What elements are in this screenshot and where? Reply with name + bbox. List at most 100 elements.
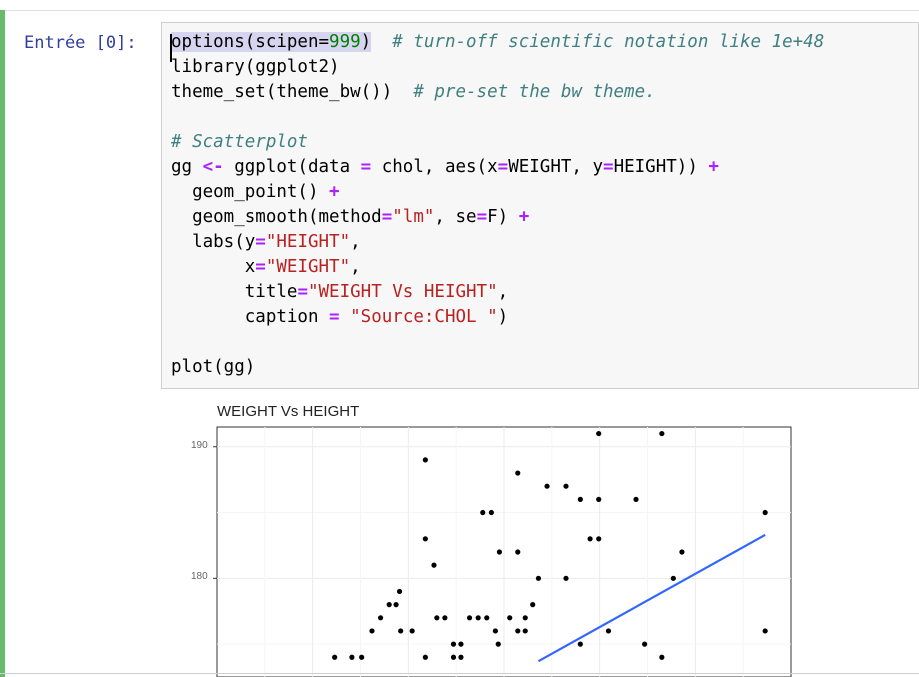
text-cursor xyxy=(170,34,172,62)
code-line: labs(y="HEIGHT", xyxy=(171,230,361,255)
code-line: x="WEIGHT", xyxy=(171,255,361,280)
data-point xyxy=(488,509,494,516)
data-point xyxy=(530,602,536,608)
code-token: <- xyxy=(202,157,224,177)
code-token: title xyxy=(171,282,298,302)
data-point xyxy=(522,628,528,634)
code-cell-editor[interactable] xyxy=(161,22,919,389)
data-point xyxy=(587,536,593,542)
code-token: ggplot(data xyxy=(223,157,361,177)
data-point xyxy=(396,588,403,595)
data-point xyxy=(596,536,602,542)
data-point xyxy=(484,615,490,621)
code-token: = xyxy=(255,257,266,277)
data-point xyxy=(369,628,375,634)
data-point xyxy=(659,430,665,437)
data-point xyxy=(422,457,428,463)
plot-panel xyxy=(216,426,792,677)
y-tick-label: 190 xyxy=(191,439,208,451)
code-token: = xyxy=(476,207,488,227)
regression-line-segment xyxy=(537,533,766,663)
code-line: theme_set(theme_bw()) # pre-set the bw t… xyxy=(171,80,656,105)
code-line: library(ggplot2) xyxy=(171,55,340,80)
code-line: # Scatterplot xyxy=(171,130,308,155)
code-line: geom_smooth(method="lm", se=F) + xyxy=(171,205,529,230)
data-point xyxy=(605,628,612,634)
data-point xyxy=(577,641,583,647)
y-axis-ticks xyxy=(213,446,217,579)
data-point xyxy=(522,615,528,621)
code-token: x xyxy=(171,257,256,277)
code-token xyxy=(340,307,351,327)
code-token: 999 xyxy=(329,32,361,52)
code-line: gg <- ggplot(data = chol, aes(x=WEIGHT, … xyxy=(171,155,719,180)
code-token: , se xyxy=(434,207,477,227)
code-token: "lm" xyxy=(392,207,435,227)
code-token: # Scatterplot xyxy=(171,132,308,152)
data-point xyxy=(434,615,440,621)
code-token: + xyxy=(708,157,719,177)
data-point xyxy=(377,615,384,621)
data-point xyxy=(515,628,521,634)
data-point xyxy=(393,602,399,608)
data-point xyxy=(563,575,569,581)
y-tick-label: 180 xyxy=(191,571,208,583)
code-token: = xyxy=(255,232,266,252)
data-point xyxy=(633,496,639,502)
data-point xyxy=(422,654,428,660)
code-token: F) xyxy=(487,207,519,227)
code-token: geom_point() xyxy=(171,182,330,202)
data-point xyxy=(386,602,392,608)
input-prompt: Entrée [0]: xyxy=(24,33,137,53)
data-point xyxy=(544,483,550,489)
code-token: WEIGHT, y xyxy=(508,157,604,177)
code-line: caption = "Source:CHOL ") xyxy=(171,305,508,330)
code-token: , xyxy=(350,232,361,252)
code-token: geom_smooth(method xyxy=(171,207,382,227)
data-point xyxy=(515,470,521,476)
data-point xyxy=(466,615,473,621)
data-point xyxy=(480,509,486,516)
code-token: theme_set(theme_bw()) xyxy=(171,82,414,102)
data-point xyxy=(563,483,569,489)
cell-top-divider xyxy=(0,10,919,11)
code-line: title="WEIGHT Vs HEIGHT", xyxy=(171,280,508,305)
code-token: library(ggplot2) xyxy=(171,57,340,77)
code-token: "Source:CHOL " xyxy=(350,307,498,327)
scatter-points xyxy=(332,430,768,660)
code-token: = xyxy=(329,307,340,327)
code-token: = xyxy=(603,157,614,177)
data-point xyxy=(359,654,365,660)
code-token: chol, aes(x xyxy=(371,157,498,177)
data-point xyxy=(495,641,501,647)
data-point xyxy=(659,654,665,660)
code-token: "WEIGHT Vs HEIGHT" xyxy=(307,282,498,302)
data-point xyxy=(515,549,521,555)
code-token: labs(y xyxy=(171,232,256,252)
plot-grid xyxy=(217,427,791,677)
code-token: ) xyxy=(360,32,372,52)
data-point xyxy=(762,628,768,634)
data-point xyxy=(398,628,404,634)
code-token: gg xyxy=(171,157,203,177)
code-token: "HEIGHT" xyxy=(265,232,351,252)
code-token: caption xyxy=(171,307,330,327)
code-token: , xyxy=(497,282,509,302)
code-token: = xyxy=(381,207,393,227)
data-point xyxy=(492,628,498,634)
data-point xyxy=(431,562,437,568)
code-token: , xyxy=(350,257,361,277)
code-token: + xyxy=(518,207,530,227)
code-line: geom_point() + xyxy=(171,180,340,205)
code-token: ) xyxy=(497,307,509,327)
code-token: # turn-off scientific notation like 1e+4… xyxy=(392,32,825,52)
selected-cell-indicator xyxy=(0,10,5,677)
data-point xyxy=(349,654,355,660)
code-token: + xyxy=(329,182,340,202)
data-point xyxy=(762,509,768,516)
data-point xyxy=(596,430,602,437)
data-point xyxy=(679,549,685,555)
data-point xyxy=(596,496,602,502)
data-point xyxy=(535,575,542,581)
code-line: plot(gg) xyxy=(171,355,255,380)
